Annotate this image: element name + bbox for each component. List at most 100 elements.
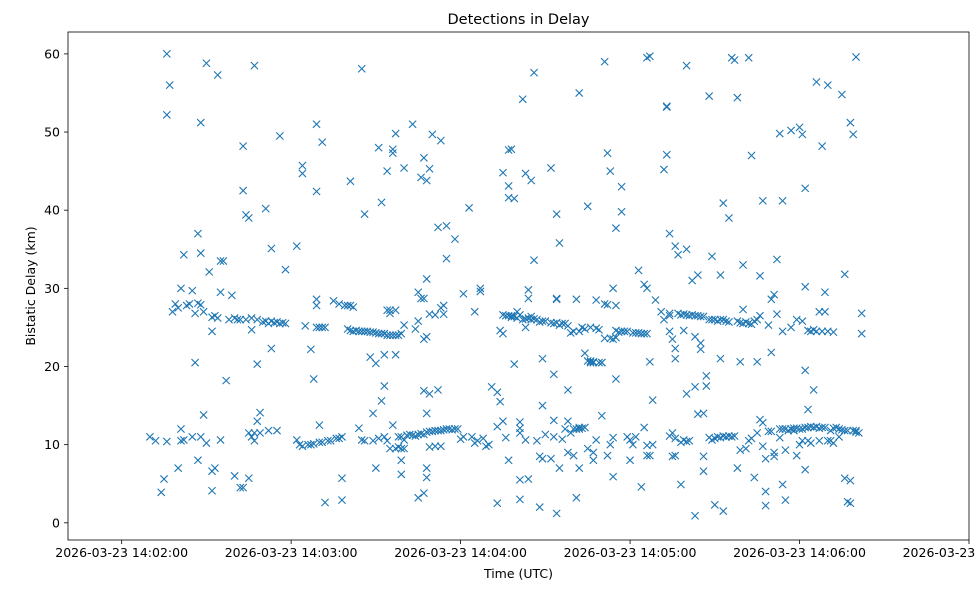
data-point xyxy=(377,329,386,338)
data-point xyxy=(281,265,290,274)
data-point xyxy=(422,464,431,473)
data-point xyxy=(691,382,700,391)
data-point xyxy=(434,223,442,232)
data-point xyxy=(532,436,541,445)
data-point xyxy=(261,204,270,213)
data-point xyxy=(145,432,154,441)
data-point xyxy=(685,436,694,445)
data-point xyxy=(696,312,705,321)
data-point xyxy=(538,454,547,463)
data-point xyxy=(470,307,479,316)
data-point xyxy=(411,324,420,333)
data-point xyxy=(318,323,327,332)
data-point xyxy=(662,150,671,159)
data-point xyxy=(634,266,643,275)
data-point xyxy=(555,239,564,248)
y-tick-label: 10 xyxy=(44,437,60,452)
data-point xyxy=(815,307,824,316)
plot-frame xyxy=(67,31,970,541)
data-point xyxy=(498,329,507,338)
data-point xyxy=(188,432,197,441)
data-point xyxy=(253,360,262,369)
data-point xyxy=(589,448,598,457)
data-point xyxy=(829,328,838,337)
data-point xyxy=(321,323,330,332)
data-point xyxy=(628,440,637,449)
data-point xyxy=(750,473,759,482)
data-point xyxy=(527,315,536,324)
data-point xyxy=(679,326,688,335)
data-point xyxy=(617,207,626,216)
data-point xyxy=(665,327,674,336)
data-point xyxy=(179,250,188,259)
data-point xyxy=(174,303,183,312)
data-point xyxy=(645,52,654,61)
data-point xyxy=(772,255,781,264)
data-point xyxy=(699,312,708,321)
data-point xyxy=(157,488,166,497)
data-point xyxy=(611,301,620,310)
data-point xyxy=(518,315,527,324)
data-point xyxy=(801,282,810,291)
data-point xyxy=(439,301,448,310)
data-point xyxy=(253,315,262,324)
data-point xyxy=(549,432,558,441)
data-point xyxy=(679,310,688,319)
data-point xyxy=(668,452,677,461)
data-point xyxy=(710,500,719,509)
data-point xyxy=(244,214,253,222)
x-tick-label: 2026-03-23 14:06:00 xyxy=(733,545,866,560)
data-point xyxy=(744,53,753,62)
data-point xyxy=(422,473,431,482)
data-point xyxy=(193,456,202,465)
data-point xyxy=(835,425,844,434)
data-point xyxy=(521,323,530,332)
data-point xyxy=(191,309,200,318)
data-point xyxy=(321,498,330,507)
data-point xyxy=(586,358,595,367)
data-point xyxy=(213,70,222,79)
data-point xyxy=(371,359,380,368)
data-point xyxy=(809,385,818,394)
data-point xyxy=(798,436,807,445)
data-point xyxy=(795,440,804,449)
data-point xyxy=(391,350,400,359)
data-point xyxy=(645,357,654,366)
data-point xyxy=(459,289,468,298)
data-point xyxy=(306,345,315,354)
data-point xyxy=(380,432,389,441)
data-point xyxy=(592,435,601,444)
data-point xyxy=(247,432,256,441)
data-point xyxy=(312,120,321,129)
data-point xyxy=(767,427,776,436)
data-point xyxy=(346,326,355,335)
data-point xyxy=(538,354,547,363)
data-point xyxy=(823,81,832,90)
data-point xyxy=(337,474,346,483)
data-point xyxy=(162,437,171,446)
data-point xyxy=(521,435,530,444)
data-point xyxy=(162,49,171,58)
data-point xyxy=(804,423,812,432)
data-point xyxy=(569,451,578,460)
data-point xyxy=(275,131,284,140)
data-point xyxy=(798,130,807,139)
data-point xyxy=(685,311,694,320)
data-point xyxy=(575,464,584,473)
data-point xyxy=(626,456,635,465)
data-point xyxy=(431,426,440,435)
data-point xyxy=(493,388,502,397)
data-point xyxy=(510,360,519,369)
data-point xyxy=(846,118,855,127)
data-point xyxy=(312,323,321,332)
data-point xyxy=(267,244,276,253)
data-point xyxy=(792,315,801,324)
data-point xyxy=(770,290,779,299)
data-point xyxy=(292,242,301,251)
data-point xyxy=(702,382,711,391)
data-point xyxy=(733,464,742,473)
data-point xyxy=(852,53,861,61)
data-point xyxy=(507,311,516,320)
data-point xyxy=(388,149,397,158)
data-point xyxy=(770,452,779,461)
